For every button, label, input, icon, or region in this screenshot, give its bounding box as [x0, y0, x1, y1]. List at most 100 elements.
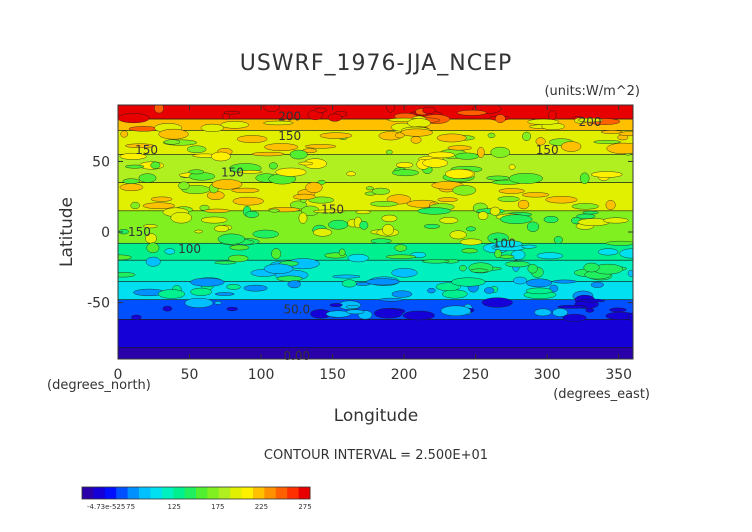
heatmap-patch	[245, 210, 259, 218]
heatmap-patch	[427, 151, 455, 159]
heatmap-patch	[522, 131, 532, 141]
heatmap-patch	[449, 230, 467, 240]
heatmap-patch	[143, 224, 158, 229]
colorbar-swatch	[161, 487, 174, 499]
contour-label: 200	[579, 115, 602, 129]
heatmap-patch	[220, 121, 249, 129]
heatmap-patch	[264, 143, 299, 151]
heatmap-patch	[497, 196, 520, 202]
colorbar-swatch	[184, 487, 197, 499]
heatmap-patch	[298, 212, 308, 224]
heatmap-patch	[319, 132, 353, 139]
heatmap-patch	[226, 284, 241, 290]
heatmap-patch	[223, 110, 241, 115]
heatmap-patch	[543, 216, 559, 223]
heatmap-patch	[455, 152, 479, 160]
heatmap-patch	[527, 118, 559, 125]
heatmap-patch	[210, 151, 231, 162]
heatmap-patch	[410, 136, 422, 144]
colorbar-swatch	[116, 487, 129, 499]
heatmap-patch	[470, 268, 489, 273]
heatmap-patch	[517, 199, 530, 210]
heatmap-patch	[251, 151, 285, 157]
heatmap-patch	[263, 263, 294, 274]
heatmap-patch	[204, 208, 230, 213]
heatmap-patch	[521, 244, 537, 249]
heatmap-patch	[229, 244, 250, 251]
contour-label: 150	[321, 202, 344, 216]
heatmap-patch	[609, 307, 627, 313]
colorbar-tick-label: 225	[255, 503, 268, 511]
colorbar-frame	[81, 486, 311, 500]
heatmap-patch	[313, 209, 345, 214]
heatmap-patch	[571, 203, 599, 210]
heatmap-patch	[365, 278, 400, 286]
heatmap-patch	[263, 120, 294, 126]
contour-label: 150	[135, 143, 158, 157]
colorbar-swatch	[150, 487, 163, 499]
x-tick-label: 200	[391, 367, 418, 383]
heatmap-patch	[341, 279, 357, 288]
heatmap-patch	[200, 123, 224, 132]
heatmap-patch	[328, 219, 349, 230]
heatmap-patch	[370, 238, 392, 244]
heatmap-patch	[498, 188, 525, 194]
heatmap-patch	[190, 277, 225, 287]
heatmap-patch	[505, 261, 530, 268]
heatmap-patch	[422, 259, 450, 264]
colorbar-swatch	[218, 487, 231, 499]
x-tick-label: 50	[181, 367, 199, 383]
contour-label: 100	[493, 236, 516, 250]
x-unit-label: (degrees_east)	[553, 387, 650, 402]
heatmap-patch	[508, 173, 543, 184]
colorbar-swatch	[298, 487, 311, 499]
heatmap-patch	[439, 217, 459, 224]
contour-labels: 200 150 150 150 150 150 100 100 150 200 50.0 0.00	[128, 109, 602, 363]
heatmap-patch	[605, 311, 633, 320]
heatmap-patch	[606, 142, 633, 155]
heatmap-patch	[423, 223, 441, 229]
heatmap-patch	[451, 277, 486, 287]
heatmap-patch	[534, 308, 552, 317]
heatmap-patch	[591, 171, 623, 178]
heatmap-patch	[329, 303, 343, 307]
heatmap-patch	[263, 105, 280, 112]
colorbar-swatch	[230, 487, 243, 499]
colorbar-swatch	[104, 487, 117, 499]
colorbar-swatch	[287, 487, 300, 499]
heatmap-patch	[184, 297, 214, 308]
heatmap-patch	[487, 132, 496, 138]
heatmap-patch	[590, 281, 604, 288]
heatmap-patch	[583, 262, 600, 273]
heatmap-patch	[164, 248, 176, 255]
heatmap-patch	[391, 169, 419, 177]
heatmap-patch	[447, 145, 472, 151]
heatmap-patch	[525, 287, 553, 295]
heatmap-patch	[120, 130, 129, 138]
heatmap-patch	[312, 228, 333, 237]
heatmap-patch	[386, 105, 395, 113]
x-tick-label: 0	[114, 367, 123, 383]
heatmap-patch	[526, 221, 540, 232]
heatmap-patch	[271, 248, 282, 260]
heatmap-patch	[585, 307, 595, 313]
colorbar	[81, 486, 311, 500]
colorbar-swatch	[139, 487, 151, 499]
heatmap-patch	[293, 193, 316, 200]
heatmap-patch	[381, 214, 398, 222]
colorbar-tick-label: -4.73e-525	[87, 503, 125, 511]
heatmap-patch	[226, 306, 238, 312]
heatmap-patch	[495, 114, 506, 123]
heatmap-patch	[562, 313, 587, 322]
contour-label: 200	[278, 109, 301, 123]
heatmap-patch	[371, 187, 390, 195]
heatmap-patch	[276, 275, 303, 282]
heatmap-patch	[325, 310, 351, 318]
heatmap-patch	[275, 167, 307, 177]
heatmap-patch	[186, 145, 207, 154]
heatmap-patch	[477, 146, 485, 158]
heatmap-patch	[146, 242, 160, 253]
heatmap-patch	[489, 206, 501, 216]
y-axis-label: Latitude	[57, 197, 77, 267]
heatmap-patch	[619, 248, 633, 259]
